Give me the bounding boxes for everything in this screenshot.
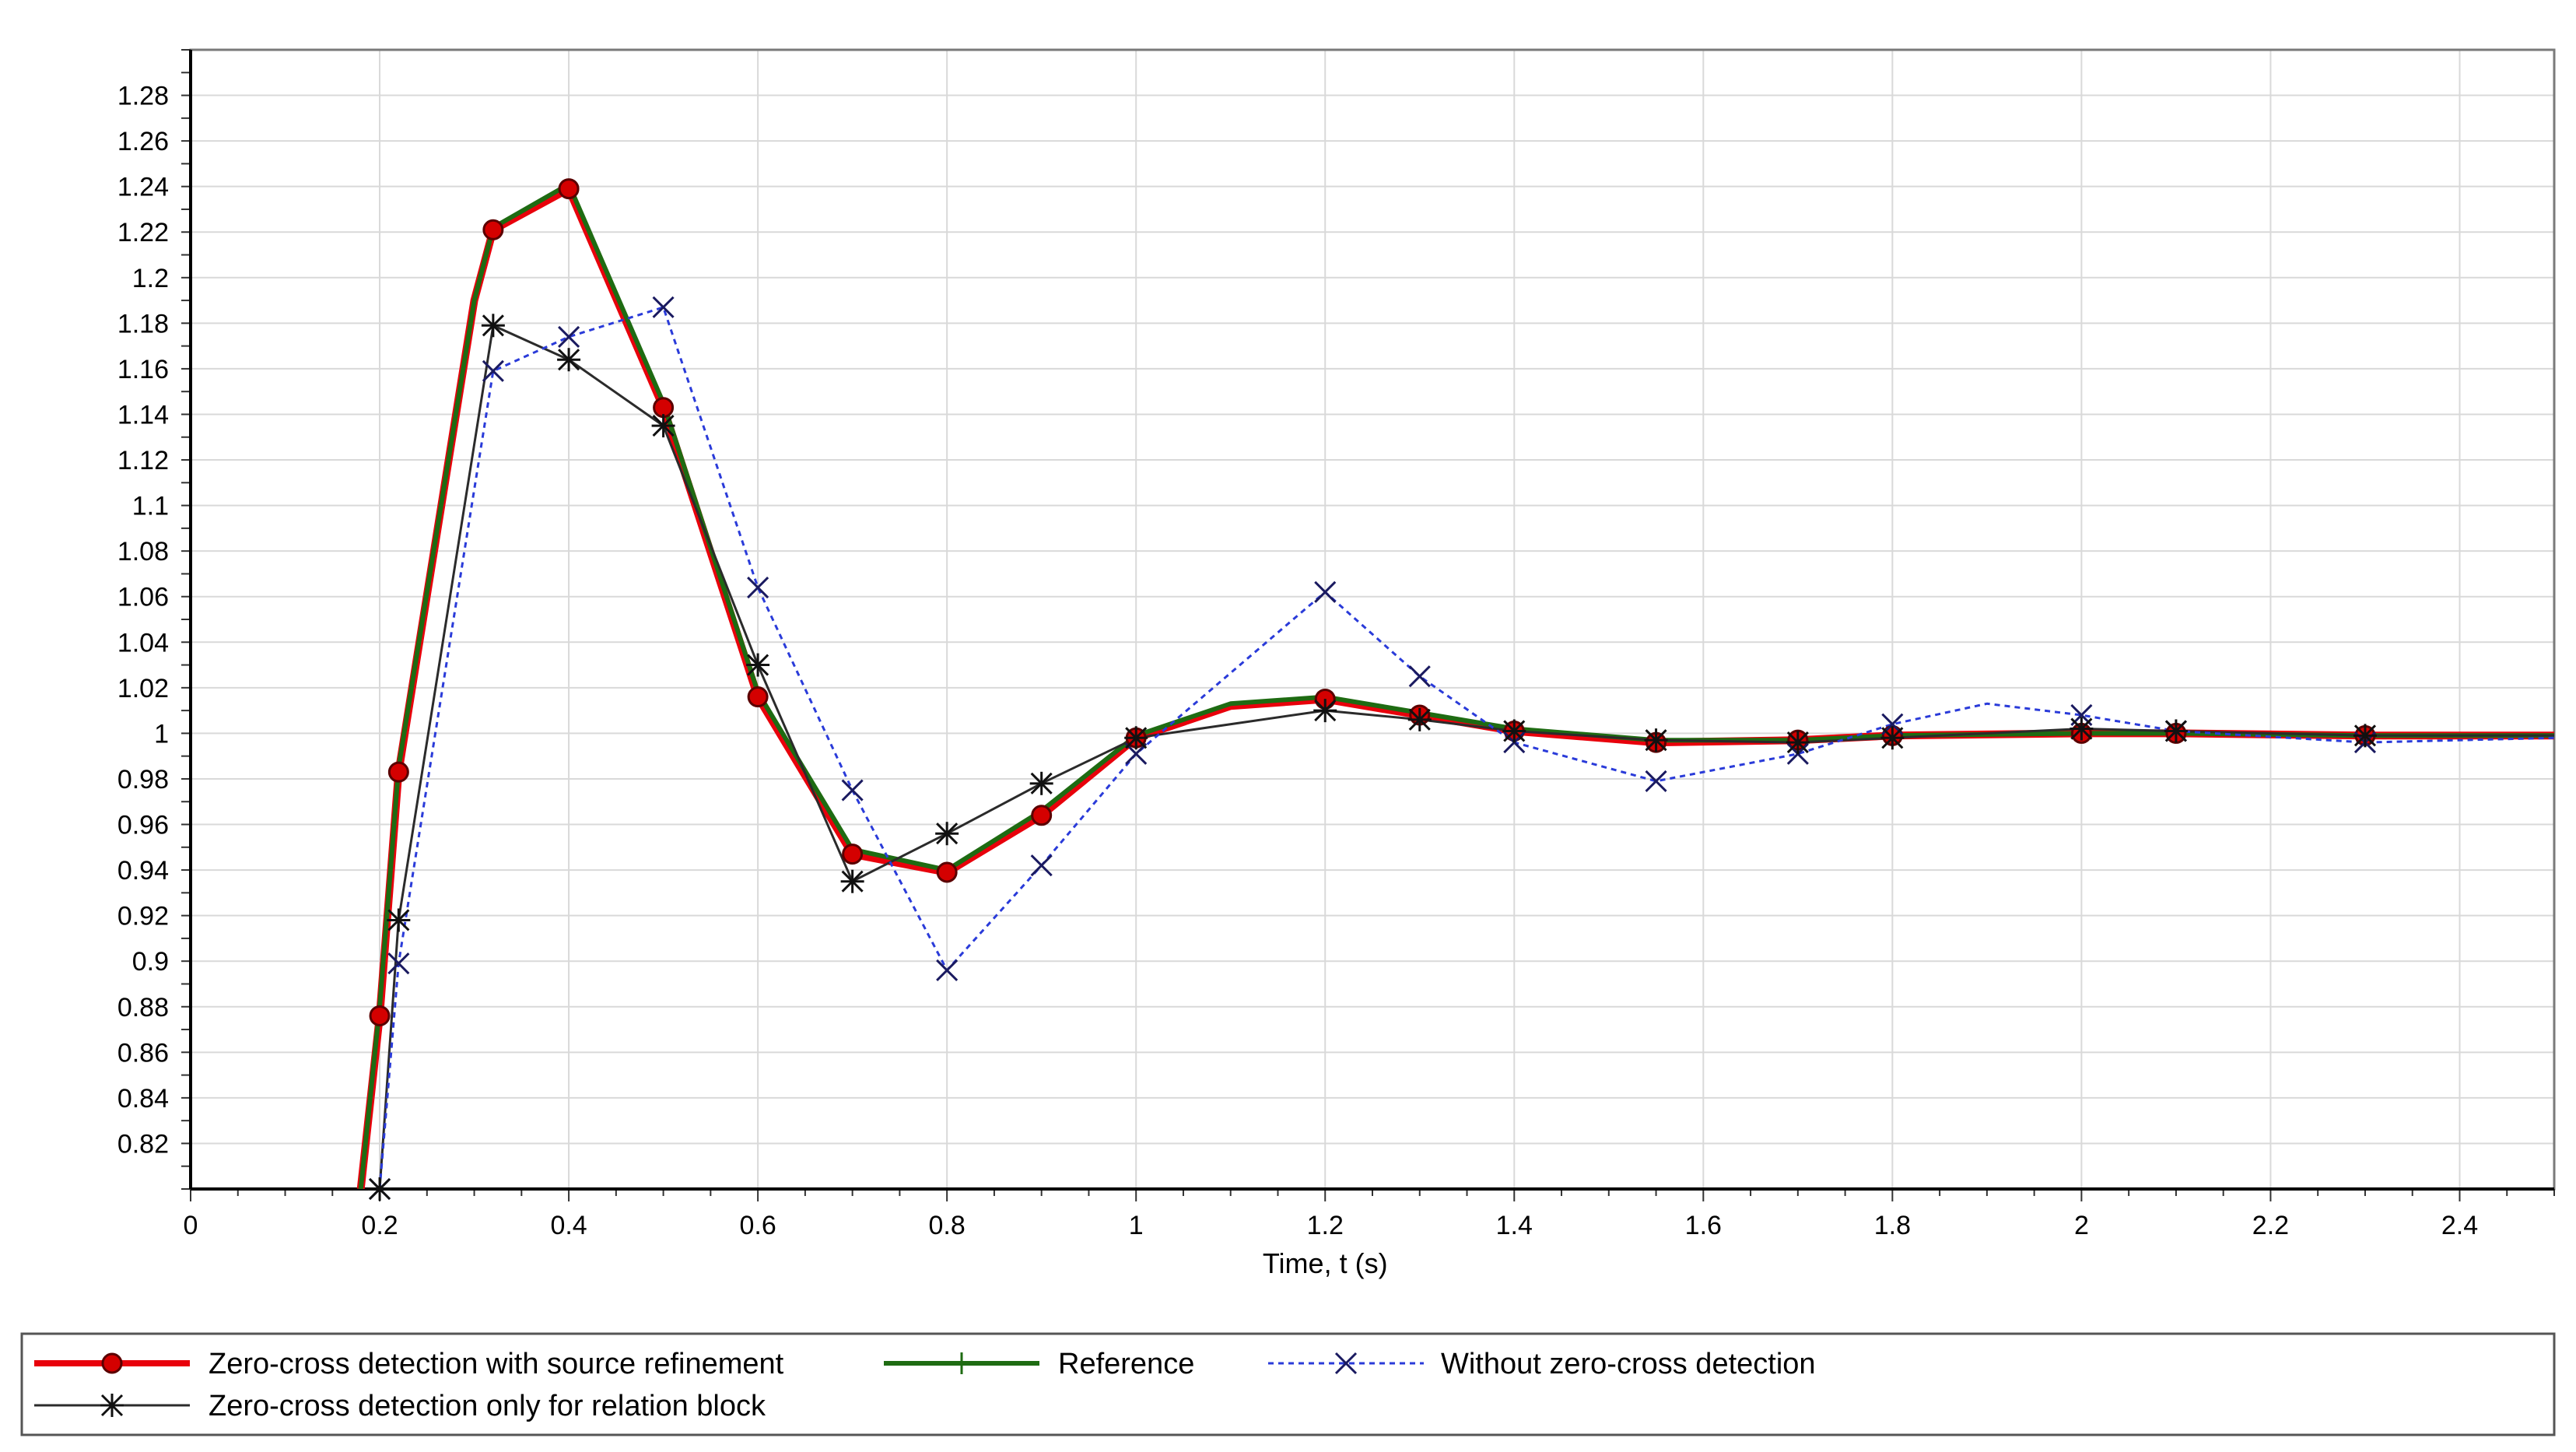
x-tick-label: 2 <box>2074 1211 2089 1240</box>
x-tick-label: 2.2 <box>2252 1211 2289 1240</box>
series-0-marker <box>1031 805 1053 826</box>
legend-box <box>20 1332 2556 1436</box>
series-3-marker <box>1880 726 1905 750</box>
series-3-marker <box>2164 719 2188 743</box>
x-tick-label: 2.4 <box>2441 1211 2478 1240</box>
series-3-marker <box>1502 719 1526 743</box>
series-line-3 <box>378 324 2554 1189</box>
series-2-marker <box>1125 742 1148 765</box>
series-2-marker <box>936 959 959 981</box>
y-tick-label: 0.92 <box>117 902 169 931</box>
series-2-marker <box>1314 580 1337 603</box>
series-0-marker <box>936 861 958 883</box>
series-3-marker <box>2070 717 2094 741</box>
x-tick-label: 1.8 <box>1874 1211 1911 1240</box>
x-tick-label: 0.2 <box>361 1211 398 1240</box>
y-tick-label: 0.94 <box>117 856 169 886</box>
legend: Zero-cross detection with source refinem… <box>20 1332 2556 1436</box>
series-3-marker <box>557 348 581 372</box>
series-2-marker <box>652 296 675 318</box>
series-2-marker <box>558 325 580 348</box>
y-tick-label: 0.82 <box>117 1129 169 1159</box>
legend-entry-3: Zero-cross detection only for relation b… <box>34 1390 766 1422</box>
series-0-marker <box>387 761 409 783</box>
series-3-marker <box>481 314 505 338</box>
legend-marker <box>100 1394 124 1417</box>
x-tick-label: 1.6 <box>1685 1211 1722 1240</box>
legend-label: Zero-cross detection with source refinem… <box>209 1348 784 1380</box>
legend-label: Without zero-cross detection <box>1441 1348 1816 1380</box>
series-0-marker <box>482 219 504 240</box>
series-0-marker <box>842 843 864 865</box>
y-tick-label: 1.18 <box>117 309 169 338</box>
grid <box>191 50 2554 1189</box>
y-tick-label: 0.86 <box>117 1038 169 1068</box>
series-3-marker <box>387 908 411 932</box>
series-3-marker <box>1313 699 1337 723</box>
series-0-marker <box>369 1005 391 1026</box>
series-3-marker <box>1124 726 1148 750</box>
series-3-marker <box>746 653 770 677</box>
x-axis-title: Time, t (s) <box>1263 1247 1388 1279</box>
series-3-marker <box>1029 771 1053 795</box>
legend-marker <box>101 1352 123 1374</box>
series-0-marker <box>747 686 769 708</box>
y-tick-label: 1.04 <box>117 628 169 658</box>
series-2-marker <box>387 952 410 975</box>
series-2-marker <box>841 779 864 801</box>
series-3-marker <box>840 869 864 893</box>
legend-marker <box>1334 1352 1358 1375</box>
series-3-marker <box>935 822 959 846</box>
x-tick-label: 1 <box>1129 1211 1144 1240</box>
series-3-marker <box>368 1177 392 1201</box>
y-tick-label: 1.14 <box>117 400 169 430</box>
series-markers <box>368 178 2377 1201</box>
x-tick-label: 0 <box>184 1211 198 1240</box>
legend-entry-2: Without zero-cross detection <box>1268 1348 1816 1380</box>
series-0-marker <box>558 178 580 200</box>
y-tick-label: 1.1 <box>132 492 169 521</box>
series-3-marker <box>1407 707 1432 731</box>
x-tick-label: 0.6 <box>739 1211 776 1240</box>
x-tick-label: 0.4 <box>550 1211 587 1240</box>
y-tick-label: 1.08 <box>117 537 169 566</box>
y-tick-label: 1.06 <box>117 583 169 612</box>
series-2-marker <box>1645 770 1667 792</box>
series-0-marker <box>653 397 675 419</box>
y-tick-label: 1.12 <box>117 446 169 475</box>
axes: 0 0.2 0.4 0.6 0.8 1 1.2 1.4 1.6 1.8 2 2.2 2.4 0.82 0.8… <box>117 49 2555 1240</box>
y-tick-label: 1.22 <box>117 218 169 247</box>
x-tick-label: 0.8 <box>929 1211 966 1240</box>
y-tick-label: 0.9 <box>132 947 169 977</box>
legend-entry-0: Zero-cross detection with source refinem… <box>34 1348 784 1380</box>
y-tick-label: 1.24 <box>117 173 169 202</box>
y-tick-label: 0.96 <box>117 811 169 840</box>
x-tick-label: 1.2 <box>1307 1211 1344 1240</box>
y-tick-label: 0.84 <box>117 1084 169 1114</box>
series-2-marker <box>1408 665 1431 688</box>
series-2-marker <box>482 359 504 382</box>
y-tick-label: 1 <box>154 719 169 749</box>
series-3-marker <box>1644 728 1668 752</box>
series-3-marker <box>651 414 675 438</box>
y-tick-label: 1.16 <box>117 355 169 384</box>
legend-marker <box>951 1352 973 1374</box>
y-tick-label: 1.02 <box>117 674 169 703</box>
y-tick-label: 1.28 <box>117 82 169 111</box>
y-tick-label: 0.98 <box>117 765 169 794</box>
series-2-marker <box>747 576 769 599</box>
series-3-marker <box>1786 731 1810 755</box>
series-2-marker <box>1030 854 1053 877</box>
y-tick-label: 0.88 <box>117 993 169 1022</box>
x-tick-label: 1.4 <box>1496 1211 1533 1240</box>
legend-entry-1: Reference <box>884 1348 1194 1380</box>
y-tick-label: 1.2 <box>132 264 169 293</box>
legend-label: Reference <box>1058 1348 1194 1380</box>
legend-label: Zero-cross detection only for relation b… <box>209 1390 766 1422</box>
y-tick-label: 1.26 <box>117 127 169 156</box>
series-3-marker <box>2353 724 2377 748</box>
